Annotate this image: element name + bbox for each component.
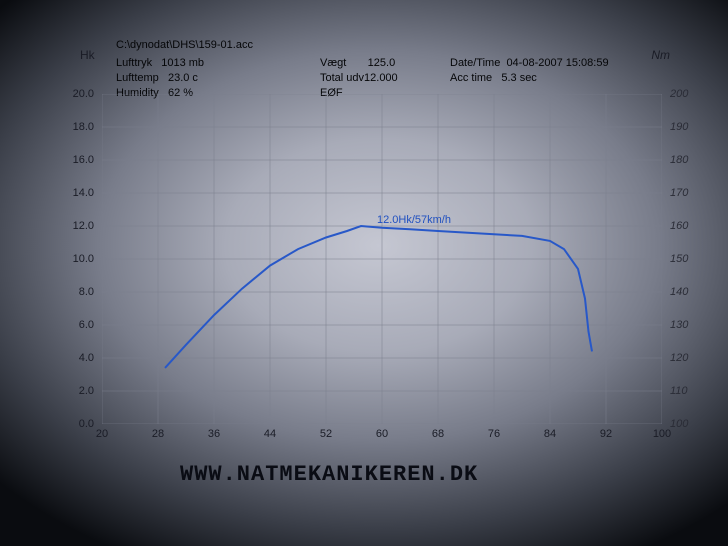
y-left-tick: 16.0: [64, 154, 94, 166]
header-l2: Lufttemp 23.0 c: [116, 72, 198, 84]
chart-svg: [102, 94, 662, 424]
header-l2: Acc time 5.3 sec: [450, 72, 537, 84]
dyno-printout: C:\dynodat\DHS\159-01.acc Lufttryk 1013 …: [30, 20, 700, 520]
x-tick: 28: [146, 428, 170, 440]
y-right-tick: 200: [670, 88, 688, 100]
y-left-tick: 4.0: [64, 352, 94, 364]
header-l2: Total udv12.000: [320, 72, 398, 84]
y-right-tick: 170: [670, 187, 688, 199]
y-axis-right-title: Nm: [651, 48, 670, 62]
y-right-tick: 110: [670, 385, 688, 397]
y-left-tick: 14.0: [64, 187, 94, 199]
file-path: C:\dynodat\DHS\159-01.acc: [116, 38, 253, 53]
x-tick: 84: [538, 428, 562, 440]
gridlines: [102, 94, 662, 424]
x-tick: 52: [314, 428, 338, 440]
x-tick: 60: [370, 428, 394, 440]
y-right-tick: 120: [670, 352, 688, 364]
y-left-tick: 8.0: [64, 286, 94, 298]
x-tick: 76: [482, 428, 506, 440]
y-left-tick: 10.0: [64, 253, 94, 265]
x-tick: 44: [258, 428, 282, 440]
x-tick: 92: [594, 428, 618, 440]
x-tick: 36: [202, 428, 226, 440]
y-axis-left-title: Hk: [80, 48, 95, 62]
y-right-tick: 160: [670, 220, 688, 232]
y-left-tick: 18.0: [64, 121, 94, 133]
y-left-tick: 2.0: [64, 385, 94, 397]
power-curve: [165, 226, 592, 368]
y-right-tick: 190: [670, 121, 688, 133]
y-right-tick: 150: [670, 253, 688, 265]
y-right-tick: 130: [670, 319, 688, 331]
url-text: WWW.NATMEKANIKEREN.DK: [180, 462, 478, 487]
header-l1: Date/Time 04-08-2007 15:08:59: [450, 57, 609, 69]
header-l1: Vægt 125.0: [320, 57, 395, 69]
photo-frame: C:\dynodat\DHS\159-01.acc Lufttryk 1013 …: [0, 0, 728, 546]
x-tick: 20: [90, 428, 114, 440]
peak-label: 12.0Hk/57km/h: [377, 214, 451, 226]
y-right-tick: 140: [670, 286, 688, 298]
y-left-tick: 12.0: [64, 220, 94, 232]
y-left-tick: 20.0: [64, 88, 94, 100]
y-right-tick: 180: [670, 154, 688, 166]
x-tick: 100: [650, 428, 674, 440]
x-tick: 68: [426, 428, 450, 440]
y-left-tick: 6.0: [64, 319, 94, 331]
header-l1: Lufttryk 1013 mb: [116, 57, 204, 69]
chart-area: 12.0Hk/57km/h: [102, 94, 662, 424]
header-col3: Date/Time 04-08-2007 15:08:59 Acc time 5…: [450, 56, 609, 86]
